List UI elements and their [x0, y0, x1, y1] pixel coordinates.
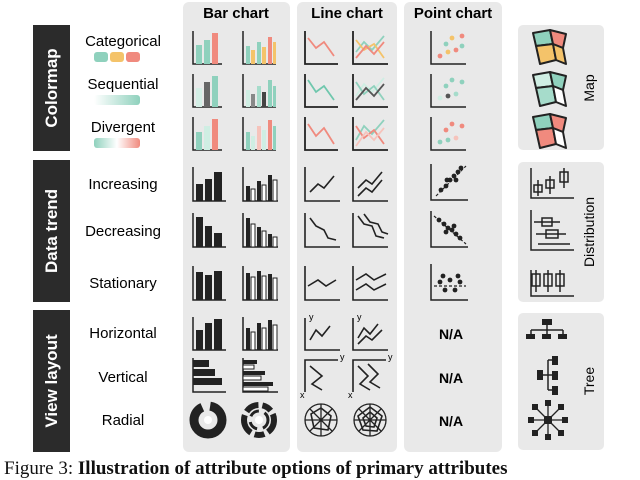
categorical-swatch	[94, 52, 140, 62]
distribution-boxplot-grouped	[530, 270, 574, 297]
bar-vertical-simple	[192, 358, 226, 393]
line-categorical-simple	[304, 31, 338, 65]
axis-label-x: x	[300, 390, 305, 400]
na-radial: N/A	[439, 413, 463, 429]
bar-increasing-simple	[192, 167, 226, 202]
bar-categorical-simple	[192, 31, 222, 65]
sidebar-data-trend	[33, 160, 70, 302]
divergent-swatch	[94, 138, 140, 148]
na-horizontal: N/A	[439, 326, 463, 342]
tree-vertical	[537, 356, 558, 395]
bar-divergent-simple	[192, 117, 222, 151]
bar-divergent-grouped	[242, 117, 276, 151]
tree-panel	[518, 313, 604, 450]
axis-label-y: y	[388, 352, 393, 362]
tree-horizontal	[526, 319, 567, 339]
line-vertical-simple	[304, 359, 338, 392]
na-vertical: N/A	[439, 370, 463, 386]
axis-label-y: y	[357, 312, 362, 322]
row-label-divergent: Divergent	[91, 119, 156, 136]
line-radial-simple	[304, 403, 338, 437]
line-horizontal-multi	[352, 318, 388, 351]
bar-sequential-simple	[192, 74, 222, 108]
line-horizontal-simple	[304, 318, 340, 351]
point-divergent	[430, 117, 466, 151]
line-divergent-multi	[352, 117, 388, 151]
bar-horizontal-simple	[192, 317, 226, 351]
sidebar-view-layout	[33, 310, 70, 452]
point-stationary	[430, 264, 468, 301]
point-categorical	[430, 31, 466, 65]
side-label-tree: Tree	[581, 367, 597, 395]
point-increasing	[430, 164, 468, 201]
line-vertical-multi	[352, 359, 386, 392]
point-sequential	[430, 74, 466, 108]
axis-label-y: y	[340, 352, 345, 362]
figure-caption: Figure 3: Illustration of attribute opti…	[4, 458, 640, 480]
map-sequential	[532, 71, 567, 107]
row-label-vertical: Vertical	[98, 369, 147, 386]
bar-stationary-simple	[192, 266, 226, 301]
row-label-radial: Radial	[102, 412, 145, 429]
figure-3-illustration: Bar chart Line chart Point chart Colorma…	[33, 2, 604, 452]
line-sequential-simple	[304, 74, 338, 108]
distribution-panel	[518, 162, 604, 302]
caption-text: Illustration of attribute options of pri…	[77, 458, 508, 479]
distribution-boxplot-vertical	[530, 210, 574, 251]
bar-sequential-grouped	[242, 74, 276, 108]
column-header-point: Point chart	[414, 5, 492, 22]
point-decreasing	[430, 211, 468, 248]
sequential-swatch	[94, 95, 140, 105]
line-stationary-multi	[352, 266, 388, 301]
column-header-line: Line chart	[311, 5, 383, 22]
row-label-stationary: Stationary	[89, 275, 157, 292]
section-title-data-trend: Data trend	[42, 189, 61, 273]
line-stationary-simple	[304, 266, 340, 301]
section-title-view-layout: View layout	[42, 334, 61, 428]
line-decreasing-multi	[352, 213, 389, 248]
distribution-boxplot-horizontal	[530, 168, 574, 199]
line-increasing-simple	[304, 167, 340, 202]
bar-radial-grouped	[241, 402, 277, 438]
section-title-colormap: Colormap	[42, 48, 61, 127]
caption-prefix: Figure 3:	[4, 458, 78, 479]
row-label-increasing: Increasing	[88, 176, 157, 193]
row-label-horizontal: Horizontal	[89, 325, 157, 342]
bar-vertical-grouped	[242, 358, 278, 393]
line-sequential-multi	[352, 74, 388, 108]
map-divergent	[532, 113, 567, 149]
bar-decreasing-grouped	[242, 213, 278, 248]
side-label-map: Map	[581, 74, 597, 101]
bar-horizontal-grouped	[242, 317, 278, 351]
sidebar-colormap	[33, 25, 70, 151]
line-radial-multi	[353, 403, 387, 437]
line-divergent-simple	[304, 117, 338, 151]
axis-label-x: x	[348, 390, 353, 400]
line-categorical-multi	[352, 31, 388, 65]
column-header-bar: Bar chart	[203, 5, 269, 22]
axis-label-y: y	[309, 312, 314, 322]
row-label-categorical: Categorical	[85, 33, 161, 50]
bar-decreasing-simple	[192, 213, 226, 248]
bar-increasing-grouped	[242, 167, 278, 202]
map-categorical	[532, 29, 567, 65]
side-label-distribution: Distribution	[581, 197, 597, 267]
line-decreasing-simple	[304, 213, 340, 248]
bar-stationary-grouped	[242, 266, 278, 301]
tree-radial	[528, 400, 568, 440]
bar-radial-simple	[189, 401, 227, 439]
line-increasing-multi	[352, 167, 388, 202]
row-label-decreasing: Decreasing	[85, 223, 161, 240]
bar-categorical-grouped	[242, 31, 276, 65]
row-label-sequential: Sequential	[88, 76, 159, 93]
